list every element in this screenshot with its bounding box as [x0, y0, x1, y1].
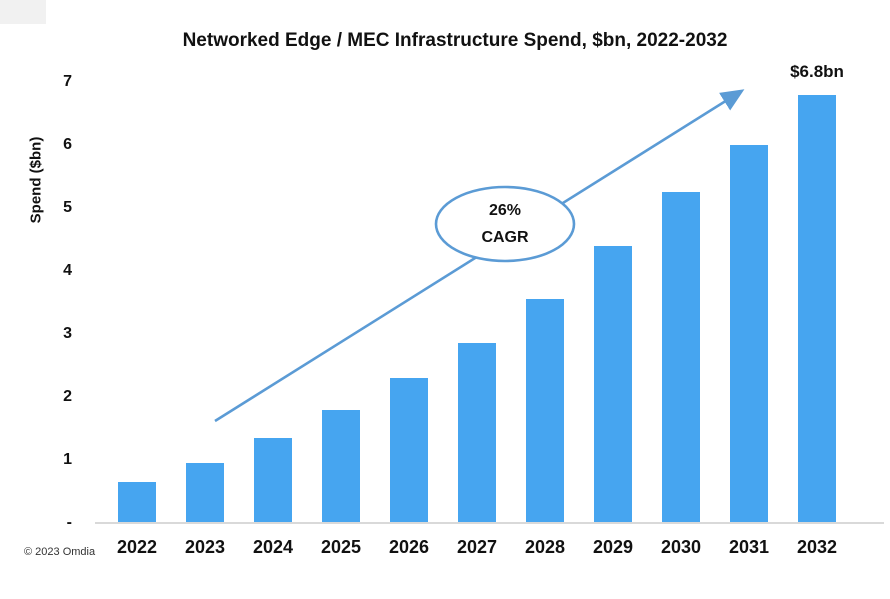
bar-2028	[526, 299, 564, 523]
bar-2032	[798, 95, 836, 523]
x-tick-label-2029: 2029	[592, 537, 634, 557]
cagr-ellipse	[434, 185, 576, 263]
corner-artifact	[0, 0, 46, 24]
y-tick-label-5: 5	[63, 199, 72, 216]
x-tick-label-2031: 2031	[728, 537, 770, 557]
x-tick-label-2023: 2023	[184, 537, 226, 557]
y-tick-label-1: 1	[63, 451, 72, 468]
bar-2031	[730, 145, 768, 523]
x-tick-label-2028: 2028	[524, 537, 566, 557]
y-tick-label-7: 7	[63, 73, 72, 90]
cagr-text: CAGR	[481, 229, 529, 246]
y-tick-label-6: 6	[63, 136, 72, 153]
x-tick-label-2030: 2030	[660, 537, 702, 557]
y-tick-label-4: 4	[63, 262, 72, 279]
cagr-annotation: 26% CAGR	[445, 197, 565, 251]
x-tick-label-2032: 2032	[796, 537, 838, 557]
bar-2025	[322, 410, 360, 523]
bar-2027	[458, 343, 496, 523]
chart-title: Networked Edge / MEC Infrastructure Spen…	[182, 30, 728, 51]
bar-2024	[254, 438, 292, 523]
y-tick-label-0: -	[66, 514, 72, 531]
peak-value-label: $6.8bn	[790, 62, 844, 81]
x-tick-label-2026: 2026	[388, 537, 430, 557]
x-axis-line	[95, 522, 884, 524]
bar-2022	[118, 482, 156, 523]
bar-2023	[186, 463, 224, 523]
x-tick-label-2022: 2022	[116, 537, 158, 557]
copyright-watermark: © 2023 Omdia	[24, 546, 96, 558]
bar-2030	[662, 192, 700, 523]
y-tick-label-2: 2	[63, 388, 72, 405]
bar-2029	[594, 246, 632, 523]
bar-2026	[390, 378, 428, 523]
cagr-percentage: 26%	[488, 202, 522, 219]
x-tick-label-2024: 2024	[252, 537, 294, 557]
x-tick-label-2027: 2027	[456, 537, 498, 557]
x-tick-label-2025: 2025	[320, 537, 362, 557]
y-tick-label-3: 3	[63, 325, 72, 342]
